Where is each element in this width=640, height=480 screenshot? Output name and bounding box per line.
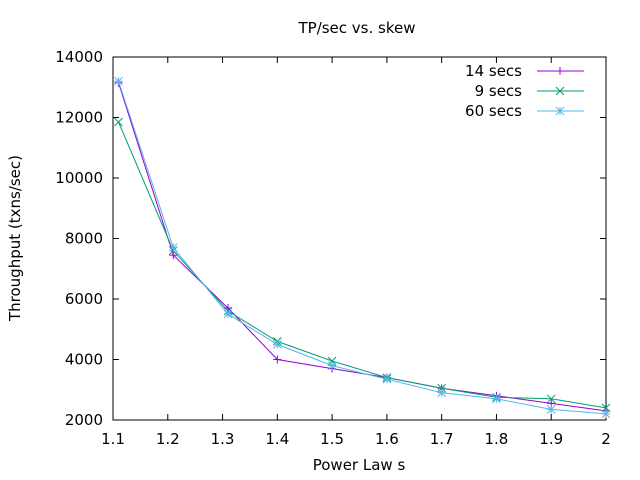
legend-marker <box>555 106 565 116</box>
x-tick-label: 1.1 <box>101 430 125 448</box>
y-tick-label: 8000 <box>65 230 103 248</box>
legend-marker <box>556 67 564 75</box>
data-point <box>223 309 233 319</box>
legend-label: 14 secs <box>465 62 522 80</box>
x-tick-label: 1.7 <box>430 430 454 448</box>
data-point <box>492 394 501 404</box>
y-tick-label: 14000 <box>55 48 103 66</box>
y-tick-label: 12000 <box>55 109 103 127</box>
series-14-secs <box>114 78 610 415</box>
chart-title: TP/sec vs. skew <box>297 19 415 37</box>
x-tick-label: 1.3 <box>211 430 235 448</box>
legend: 14 secs 9 secs 60 secs <box>465 62 584 120</box>
x-tick-label: 1.9 <box>539 430 563 448</box>
data-point <box>601 403 611 413</box>
data-point <box>601 409 611 419</box>
plot-frame <box>112 56 607 421</box>
y-tick-label: 4000 <box>65 351 103 369</box>
y-tick-label: 2000 <box>65 411 103 429</box>
x-axis-ticks: 1.1 1.2 1.3 1.4 1.5 1.6 1.7 1.8 1.9 2 <box>101 57 611 448</box>
x-tick-label: 1.2 <box>156 430 180 448</box>
data-point <box>437 388 447 398</box>
x-tick-label: 1.5 <box>320 430 344 448</box>
data-point <box>114 76 123 86</box>
legend-label: 60 secs <box>465 102 522 120</box>
legend-marker <box>555 86 565 96</box>
series-9-secs <box>114 117 611 413</box>
data-point <box>168 243 178 252</box>
series-60-secs <box>114 76 611 419</box>
y-tick-label: 6000 <box>65 290 103 308</box>
data-point <box>272 340 282 349</box>
data-point <box>114 117 123 127</box>
data-point <box>327 361 337 370</box>
y-axis-title: Throughput (txns/sec) <box>6 155 24 322</box>
series-layer <box>114 76 611 419</box>
x-tick-label: 1.8 <box>485 430 509 448</box>
series-line <box>118 82 607 412</box>
y-tick-label: 10000 <box>55 169 103 187</box>
series-line <box>118 121 607 409</box>
data-point <box>382 374 392 384</box>
x-axis-title: Power Law s <box>313 456 406 474</box>
x-tick-label: 1.4 <box>265 430 289 448</box>
data-point <box>437 383 447 393</box>
y-axis-ticks: 2000 4000 6000 8000 10000 12000 14000 <box>55 48 606 429</box>
data-point <box>169 251 178 260</box>
x-tick-label: 2 <box>601 430 611 448</box>
data-point <box>546 394 556 404</box>
legend-label: 9 secs <box>475 82 523 100</box>
x-tick-label: 1.6 <box>375 430 399 448</box>
series-line <box>118 81 607 415</box>
data-point <box>546 405 556 414</box>
data-point <box>327 356 337 366</box>
data-point <box>273 355 282 364</box>
